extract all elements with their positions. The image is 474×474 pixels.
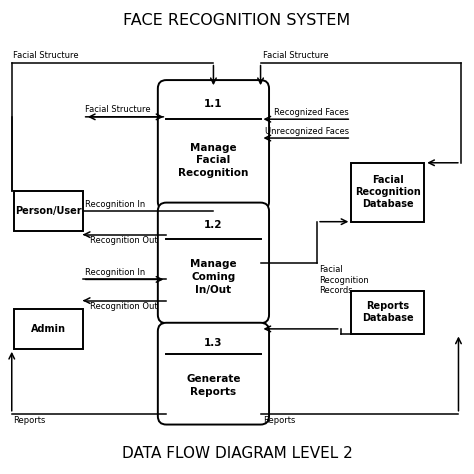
Text: Person/User: Person/User xyxy=(15,206,82,216)
Text: Facial Structure: Facial Structure xyxy=(13,51,79,60)
Text: Manage
Coming
In/Out: Manage Coming In/Out xyxy=(190,259,237,295)
Text: Recognition In: Recognition In xyxy=(85,268,145,277)
Text: Facial Structure: Facial Structure xyxy=(263,51,328,60)
Text: Admin: Admin xyxy=(31,324,66,334)
FancyBboxPatch shape xyxy=(158,323,269,425)
Text: 1.3: 1.3 xyxy=(204,337,223,348)
FancyBboxPatch shape xyxy=(158,202,269,323)
Text: Facial
Recognition
Database: Facial Recognition Database xyxy=(355,175,420,209)
Text: Unrecognized Faces: Unrecognized Faces xyxy=(265,127,349,136)
Bar xyxy=(14,309,82,349)
Text: Reports: Reports xyxy=(13,416,46,425)
Text: Reports
Database: Reports Database xyxy=(362,301,414,323)
Text: Facial Structure: Facial Structure xyxy=(85,106,151,115)
Text: 1.2: 1.2 xyxy=(204,220,223,230)
Text: 1.1: 1.1 xyxy=(204,99,223,109)
Text: Facial
Recognition
Records: Facial Recognition Records xyxy=(319,265,369,295)
Text: Reports: Reports xyxy=(263,416,295,425)
Text: FACE RECOGNITION SYSTEM: FACE RECOGNITION SYSTEM xyxy=(123,13,351,28)
FancyBboxPatch shape xyxy=(158,80,269,210)
Text: Generate
Reports: Generate Reports xyxy=(186,374,241,397)
Text: Manage
Facial
Recognition: Manage Facial Recognition xyxy=(178,143,249,178)
Bar xyxy=(351,163,424,222)
Text: Recognized Faces: Recognized Faces xyxy=(274,108,349,117)
Bar xyxy=(14,191,82,231)
Bar xyxy=(351,291,424,334)
Text: Recognition In: Recognition In xyxy=(85,200,145,209)
Text: DATA FLOW DIAGRAM LEVEL 2: DATA FLOW DIAGRAM LEVEL 2 xyxy=(122,446,352,461)
Text: Recognition Out: Recognition Out xyxy=(90,236,157,245)
Text: Recognition Out: Recognition Out xyxy=(90,302,157,311)
